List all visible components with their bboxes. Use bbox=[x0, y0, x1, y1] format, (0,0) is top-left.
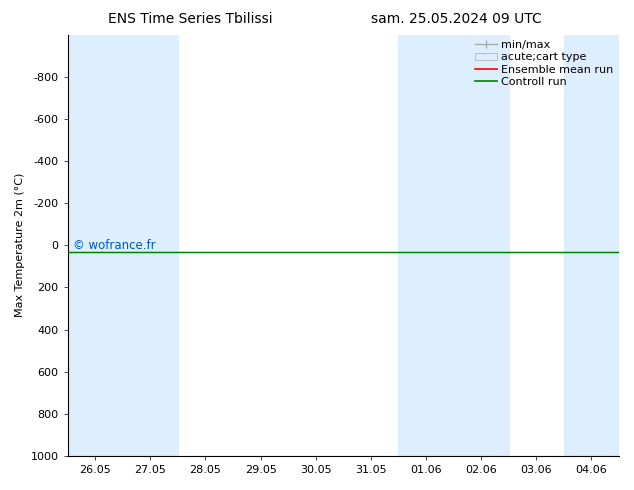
Y-axis label: Max Temperature 2m (°C): Max Temperature 2m (°C) bbox=[15, 173, 25, 318]
Bar bbox=[398, 35, 453, 456]
Bar bbox=[564, 35, 619, 456]
Bar bbox=[453, 35, 508, 456]
Text: sam. 25.05.2024 09 UTC: sam. 25.05.2024 09 UTC bbox=[371, 12, 542, 26]
Bar bbox=[123, 35, 178, 456]
Bar bbox=[68, 35, 123, 456]
Text: ENS Time Series Tbilissi: ENS Time Series Tbilissi bbox=[108, 12, 273, 26]
Text: © wofrance.fr: © wofrance.fr bbox=[73, 239, 156, 252]
Legend: min/max, acute;cart type, Ensemble mean run, Controll run: min/max, acute;cart type, Ensemble mean … bbox=[474, 40, 614, 87]
